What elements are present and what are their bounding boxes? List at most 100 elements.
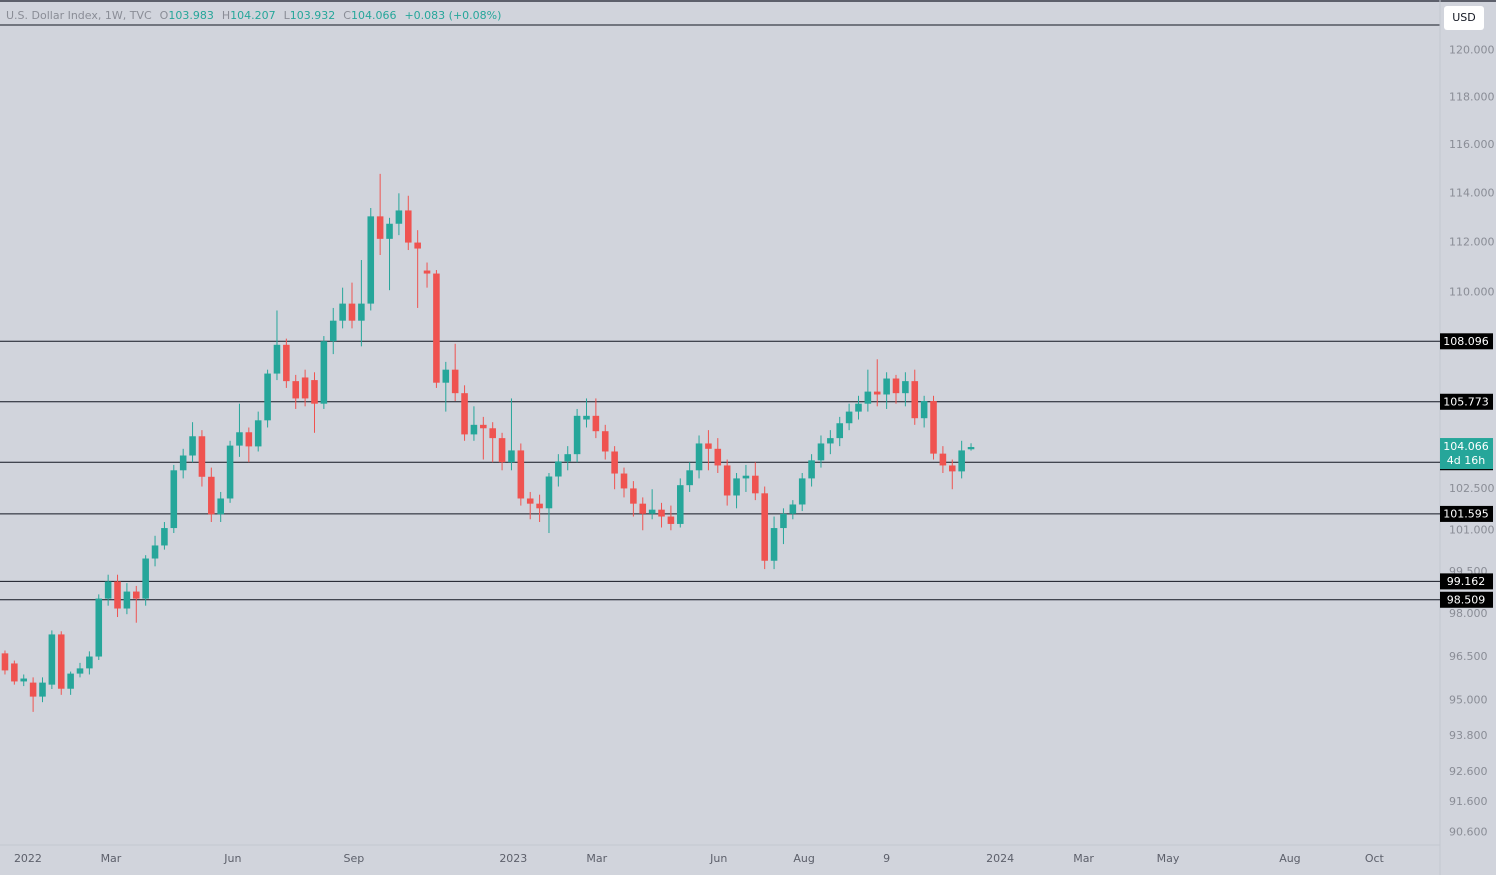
candle-body <box>39 682 46 697</box>
candle-body <box>170 470 178 529</box>
candle-body <box>845 411 853 424</box>
x-tick-label: Mar <box>586 852 607 865</box>
candle-body <box>752 475 759 494</box>
y-tick-label: 91.600 <box>1449 795 1488 808</box>
candle-body <box>123 591 131 609</box>
candle-body <box>142 558 149 599</box>
candle-body <box>461 393 468 435</box>
candle-body <box>151 545 159 559</box>
x-tick-label: Aug <box>1279 852 1300 865</box>
candle-body <box>780 513 787 529</box>
candle-body <box>264 373 271 421</box>
candle-body <box>648 509 656 514</box>
y-tick-label: 101.000 <box>1449 523 1495 536</box>
candle-body <box>573 415 581 455</box>
x-tick-label: 2023 <box>499 852 527 865</box>
candle-body <box>695 443 703 471</box>
candle-body <box>470 424 478 435</box>
candle-body <box>742 475 750 479</box>
candle-body <box>770 528 778 561</box>
y-tick-label: 110.000 <box>1449 286 1495 299</box>
candle-body <box>798 478 806 505</box>
candle-body <box>564 454 572 462</box>
candle-body <box>179 455 187 471</box>
currency[interactable]: USD <box>1452 11 1476 24</box>
symbol: U.S. Dollar Index, 1W, TVC <box>6 9 152 22</box>
x-tick-label: Jun <box>223 852 241 865</box>
ohlc-label: H <box>222 9 230 22</box>
candle-body <box>86 656 93 669</box>
candle-body <box>855 403 862 412</box>
level-label-box <box>1440 333 1493 350</box>
ohlc-value: 104.207 <box>230 9 276 22</box>
candle-body <box>892 378 900 394</box>
change: +0.083 (+0.08%) <box>404 9 501 22</box>
header-text: U.S. Dollar Index, 1W, TVC O103.983 H104.2… <box>6 9 501 22</box>
level-label-box <box>1440 393 1493 410</box>
x-tick-label: 9 <box>883 852 890 865</box>
candle-body <box>301 377 309 399</box>
y-tick-label: 118.000 <box>1449 90 1495 103</box>
y-tick-label: 95.000 <box>1449 694 1488 707</box>
x-tick-label: 2024 <box>986 852 1014 865</box>
candle-body <box>367 216 375 304</box>
candle-body <box>667 516 675 524</box>
candle-body <box>376 216 384 239</box>
candle-body <box>714 448 722 466</box>
candle-body <box>601 431 609 452</box>
candle-body <box>132 591 140 599</box>
y-tick-label: 114.000 <box>1449 186 1495 199</box>
candle-body <box>508 450 515 463</box>
ohlc-value: 104.066 <box>351 9 397 22</box>
candle-body <box>104 581 112 599</box>
candle-body <box>320 341 328 404</box>
candle-body <box>536 503 543 509</box>
candle-body <box>236 432 243 446</box>
candle-body <box>545 476 553 509</box>
candle-body <box>329 320 337 342</box>
y-tick-label: 90.600 <box>1449 826 1488 839</box>
candle-body <box>808 460 815 479</box>
candle-body <box>555 461 562 477</box>
candle-body <box>817 443 825 461</box>
last-price-box <box>1440 438 1493 470</box>
candle-body <box>902 381 909 394</box>
level-label: 108.096 <box>1443 335 1489 348</box>
candle-body <box>517 450 525 499</box>
last-price: 104.066 <box>1443 440 1489 453</box>
level-label: 105.773 <box>1443 395 1489 408</box>
y-tick-label: 116.000 <box>1449 138 1495 151</box>
candle-body <box>414 242 421 249</box>
level-label-box <box>1440 505 1493 522</box>
candle-body <box>1 653 9 671</box>
level-label-box <box>1440 591 1493 608</box>
y-tick-label: 92.600 <box>1449 765 1488 778</box>
candle-body <box>920 401 928 419</box>
x-tick-label: Aug <box>793 852 814 865</box>
plot <box>0 173 1440 712</box>
candle-body <box>723 465 731 496</box>
candle-body <box>733 478 740 496</box>
candle-body <box>686 470 693 486</box>
candle-body <box>189 436 196 456</box>
candle-body <box>761 493 768 561</box>
candle-body <box>29 682 37 697</box>
x-tick-label: May <box>1157 852 1180 865</box>
ohlc-value: 103.983 <box>168 9 214 22</box>
candle-body <box>386 223 393 239</box>
candle-body <box>836 423 844 439</box>
candle-body <box>498 438 506 463</box>
y-tick-label: 112.000 <box>1449 236 1495 249</box>
x-tick-label: Mar <box>101 852 122 865</box>
candle-body <box>939 453 947 466</box>
candle-body <box>11 663 18 682</box>
candle-body <box>451 369 459 394</box>
candle-body <box>395 210 403 224</box>
candle-body <box>76 668 84 674</box>
candle-body <box>20 678 28 682</box>
candle-body <box>339 303 346 321</box>
ohlc-label: C <box>343 9 351 22</box>
candle-body <box>958 450 965 472</box>
currency-box[interactable] <box>1444 6 1484 30</box>
